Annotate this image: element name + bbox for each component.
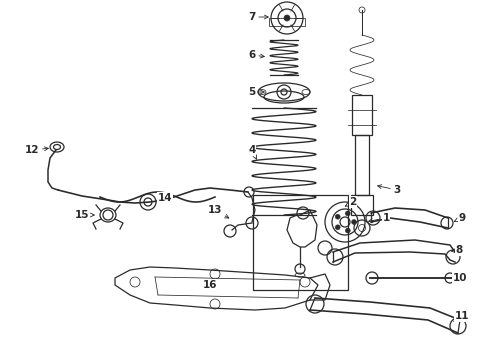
Text: 14: 14: [157, 193, 172, 203]
Bar: [352, 95, 372, 135]
Circle shape: [284, 15, 290, 21]
Text: 3: 3: [378, 185, 401, 195]
Text: 12: 12: [25, 145, 49, 155]
Bar: [355, 135, 369, 195]
Text: 1: 1: [368, 213, 390, 223]
Text: 16: 16: [203, 280, 217, 290]
Text: 7: 7: [248, 12, 269, 22]
Text: 11: 11: [454, 311, 469, 321]
Circle shape: [351, 220, 357, 225]
Circle shape: [345, 211, 350, 216]
Bar: [351, 195, 373, 215]
Text: 9: 9: [454, 213, 466, 223]
Text: 4: 4: [248, 145, 257, 159]
Circle shape: [335, 225, 340, 230]
Text: 5: 5: [248, 87, 264, 97]
Bar: [253, 195, 348, 290]
Text: 13: 13: [208, 205, 229, 218]
Text: 6: 6: [248, 50, 264, 60]
Circle shape: [335, 214, 340, 219]
Text: 8: 8: [452, 245, 463, 255]
Text: 15: 15: [75, 210, 94, 220]
Bar: [269, 18, 305, 26]
Circle shape: [345, 228, 350, 233]
Text: 2: 2: [345, 197, 357, 207]
Text: 10: 10: [451, 273, 467, 283]
